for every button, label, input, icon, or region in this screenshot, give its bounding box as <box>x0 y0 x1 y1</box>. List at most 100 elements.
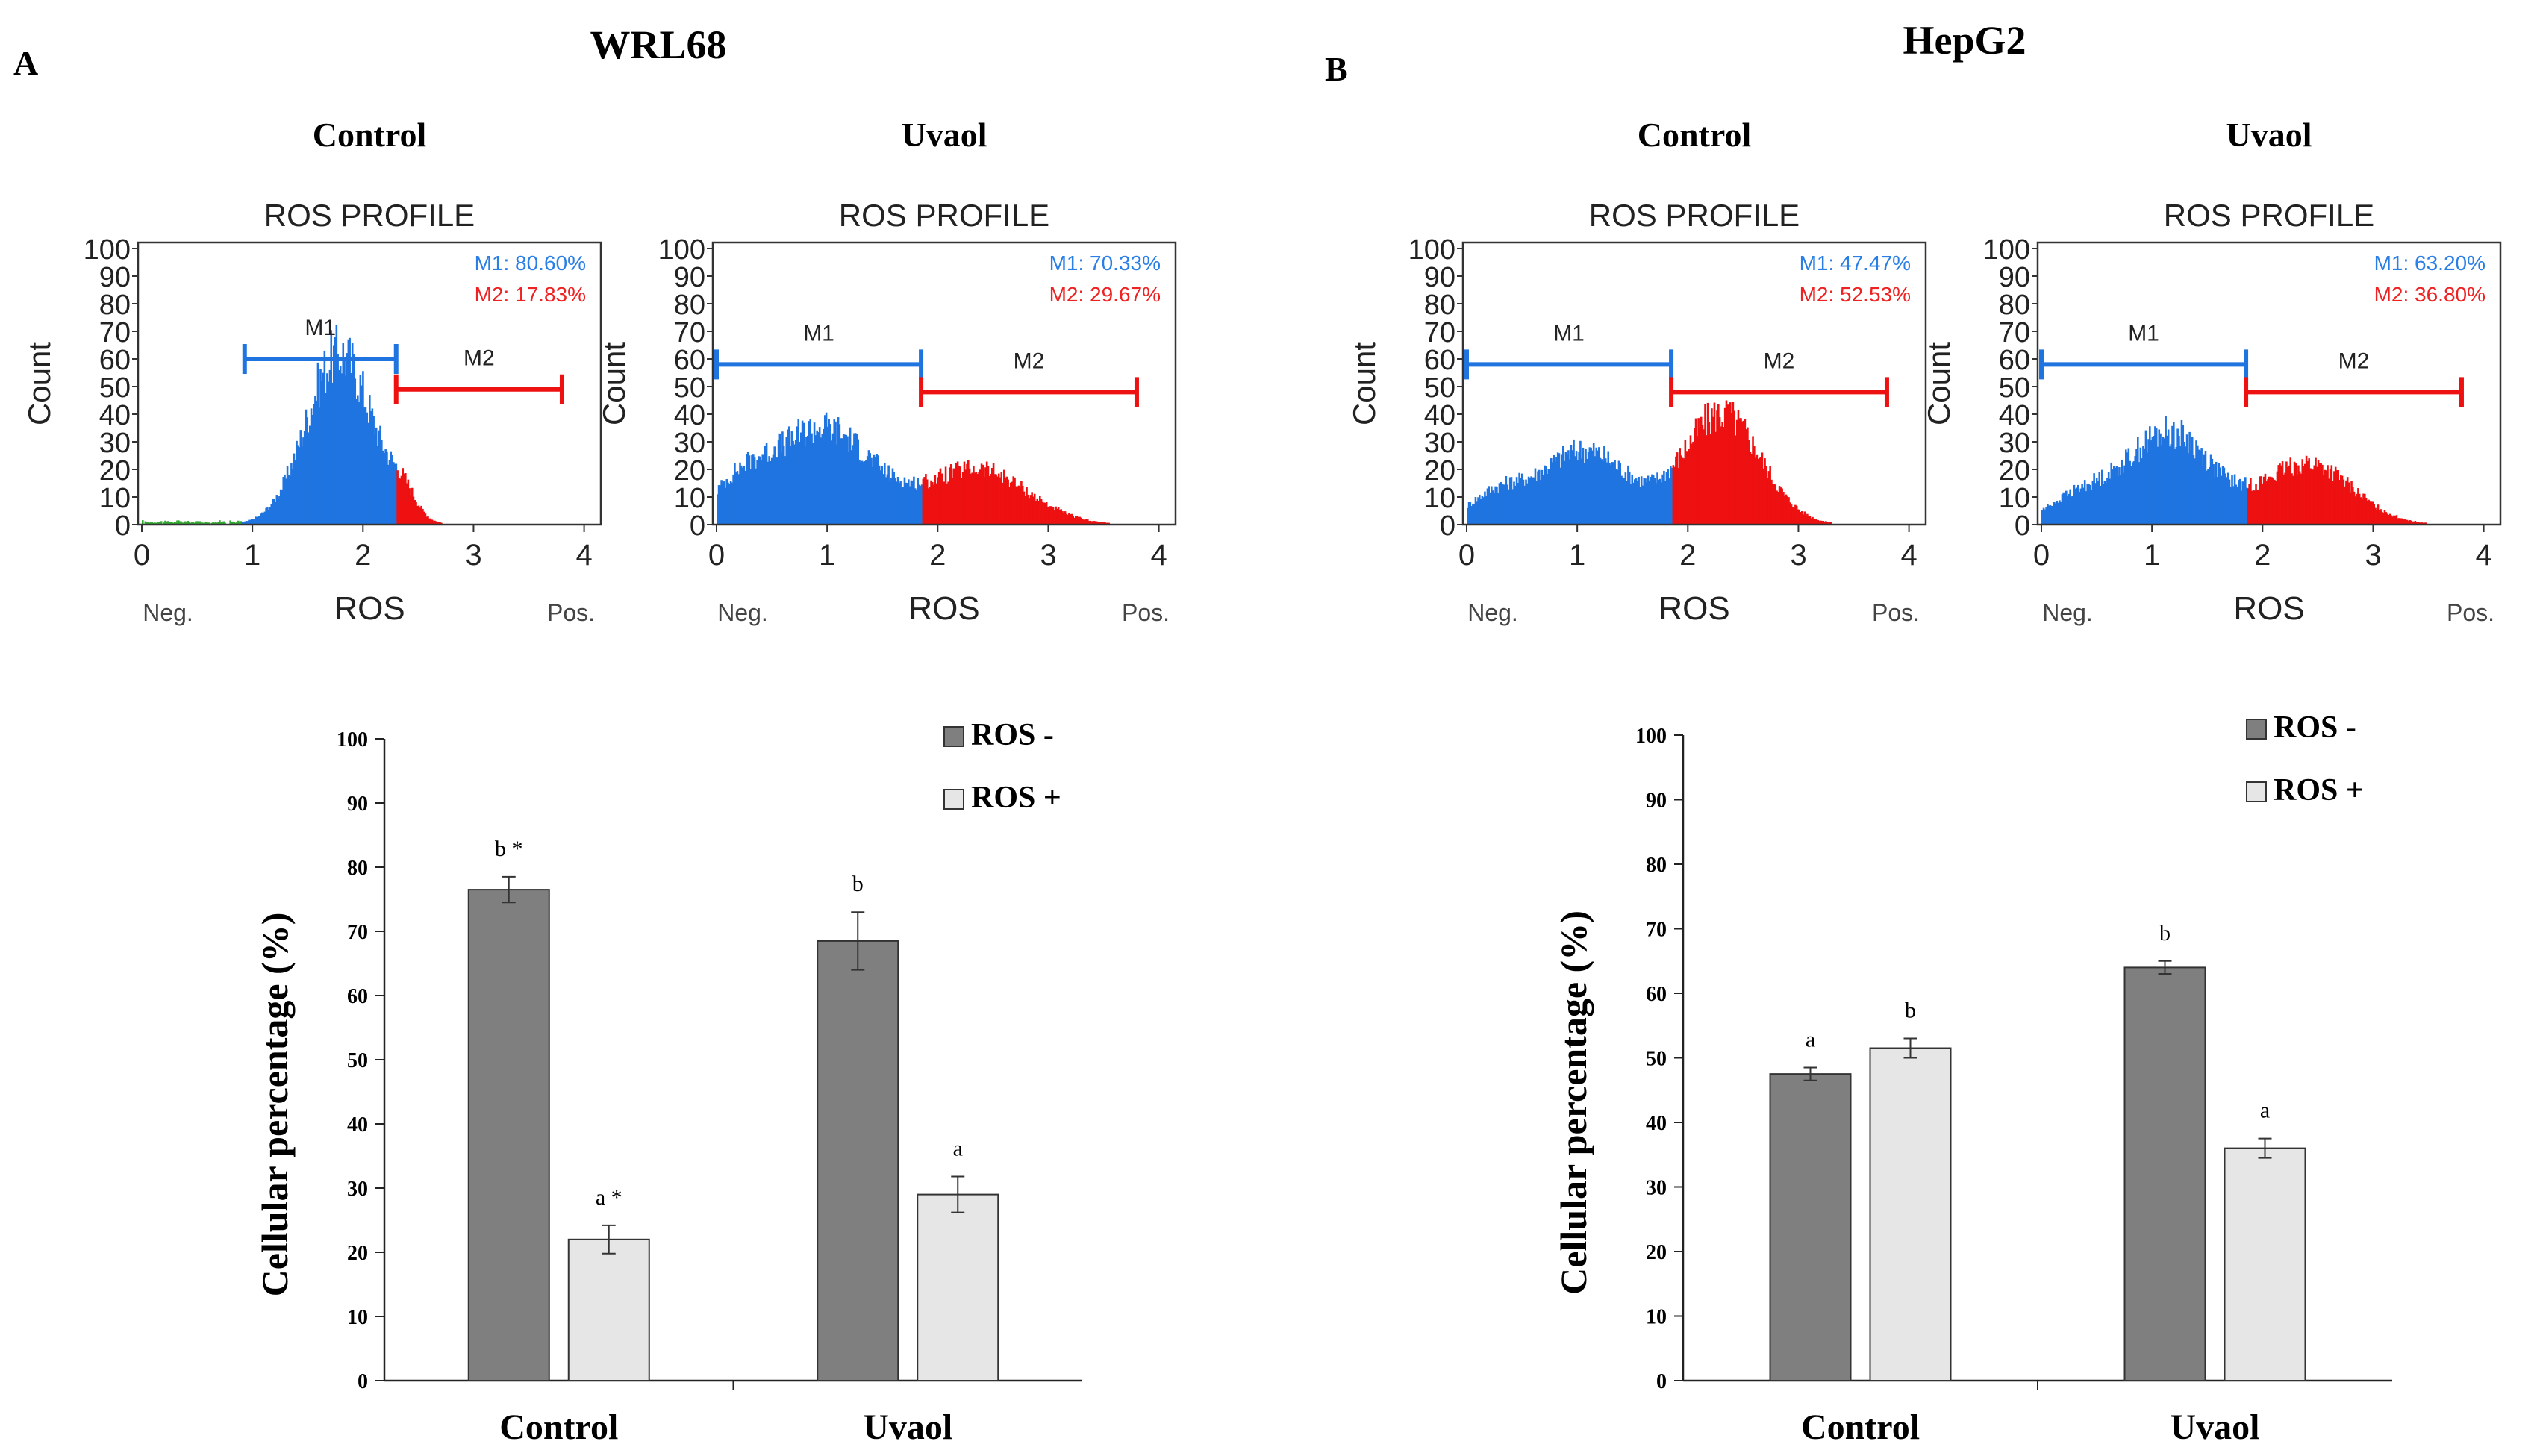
histogram-bin <box>995 474 997 525</box>
histogram-bin <box>920 484 923 525</box>
histogram-bin <box>854 433 857 525</box>
histogram-bin <box>296 440 298 525</box>
histogram-bin <box>1534 468 1537 525</box>
histogram-bin <box>342 343 345 525</box>
histogram-bin <box>988 475 991 525</box>
histogram-bin <box>829 424 831 525</box>
histogram-bin <box>1732 402 1735 525</box>
histogram-bin <box>834 421 837 525</box>
histogram-bin <box>2200 448 2203 525</box>
histogram-bin <box>284 474 286 525</box>
histogram-bin <box>743 465 746 525</box>
histogram-bin <box>770 460 772 525</box>
histogram-bin <box>761 454 764 525</box>
histogram-bin <box>918 484 920 525</box>
histogram-bin <box>787 429 789 525</box>
histogram-bin <box>1767 471 1770 525</box>
histogram-bin <box>2298 471 2301 525</box>
histogram-bin <box>973 466 975 525</box>
histogram-bin <box>2228 479 2231 525</box>
histogram-bin <box>2203 454 2206 525</box>
histogram-ytick-label: 80 <box>1999 290 2030 321</box>
histogram-bin <box>263 511 266 525</box>
histogram-bin <box>833 419 836 525</box>
histogram-bin <box>1783 495 1786 525</box>
histogram-bin <box>2320 463 2322 525</box>
histogram-bin <box>364 407 367 525</box>
histogram-bin <box>2288 465 2291 525</box>
histogram-bin <box>355 399 358 525</box>
histogram-bin <box>1043 502 1045 525</box>
histogram-bin <box>1631 474 1634 525</box>
histogram-bin <box>1064 511 1067 525</box>
histogram-bin <box>1623 478 1626 525</box>
bar <box>1869 1047 1952 1382</box>
histogram-bin <box>749 469 752 525</box>
histogram-bin <box>899 481 902 525</box>
histogram-bin <box>1624 472 1627 525</box>
histogram-bin <box>1664 481 1667 525</box>
histogram-xtick-label: 1 <box>244 539 260 572</box>
histogram-bin <box>2221 475 2223 525</box>
histogram-bin <box>1798 509 1801 525</box>
histogram-bin <box>1055 506 1057 525</box>
histogram-bin <box>173 522 176 525</box>
histogram-bin <box>1795 505 1798 525</box>
histogram-bin <box>1564 452 1567 525</box>
histogram-bin <box>384 449 387 525</box>
histogram-bin <box>845 434 848 525</box>
histogram-bin <box>990 474 992 525</box>
histogram-bin <box>1063 513 1065 525</box>
histogram-bin <box>1676 452 1679 525</box>
histogram-bin <box>367 422 369 525</box>
histogram-bin <box>2061 494 2064 525</box>
histogram-bin <box>1679 448 1682 525</box>
histogram-bin <box>1517 483 1520 525</box>
histogram-pos-label: Pos. <box>2447 599 2494 626</box>
histogram-bin <box>2385 512 2388 525</box>
histogram-bin <box>376 446 379 525</box>
histogram-bin <box>884 477 887 525</box>
histogram-ytick-label: 30 <box>1999 428 2030 459</box>
histogram-m1-label: M1 <box>1553 321 1585 346</box>
histogram-bin <box>2315 457 2317 525</box>
histogram-bin <box>1087 521 1090 525</box>
histogram-bin <box>1829 522 1831 525</box>
histogram-bin <box>2127 448 2130 525</box>
histogram-xtick-label: 1 <box>819 539 835 572</box>
histogram-bin <box>1033 493 1036 525</box>
histogram-bin <box>387 464 390 525</box>
histogram-bin <box>993 474 996 525</box>
histogram-bin <box>1781 488 1783 525</box>
histogram-ytick-label: 20 <box>1999 455 2030 487</box>
histogram-group-title: Control <box>1638 116 1752 154</box>
histogram-bin <box>2310 468 2313 525</box>
histogram-bin <box>2079 488 2082 525</box>
histogram-bin <box>302 437 305 525</box>
histogram-bin <box>265 507 267 525</box>
histogram-bin <box>1090 521 1093 525</box>
histogram-bin <box>1800 512 1802 525</box>
histogram-bin <box>350 373 352 525</box>
bar-chart-ytick-label: 40 <box>347 1113 368 1137</box>
histogram-bin <box>781 431 784 525</box>
histogram-bin <box>1830 522 1832 525</box>
histogram-bin <box>782 446 785 525</box>
histogram-bin <box>1628 471 1631 525</box>
histogram-ytick-label: 0 <box>115 510 131 542</box>
histogram-bin <box>1718 417 1721 525</box>
histogram-bin <box>1766 478 1769 525</box>
histogram-bin <box>1003 469 1005 525</box>
histogram-bin <box>1510 477 1513 525</box>
histogram-bin <box>2309 468 2312 525</box>
histogram-frame <box>1461 241 1927 526</box>
histogram-bin <box>407 479 410 525</box>
histogram-bin <box>785 437 788 525</box>
histogram-bin <box>2110 462 2113 525</box>
histogram-bin <box>1717 404 1720 525</box>
histogram-bin <box>2155 428 2158 525</box>
histogram-bin <box>1648 480 1651 525</box>
histogram-bin <box>1777 491 1779 525</box>
histogram-bin <box>1028 498 1031 525</box>
histogram-bin <box>1494 486 1497 525</box>
